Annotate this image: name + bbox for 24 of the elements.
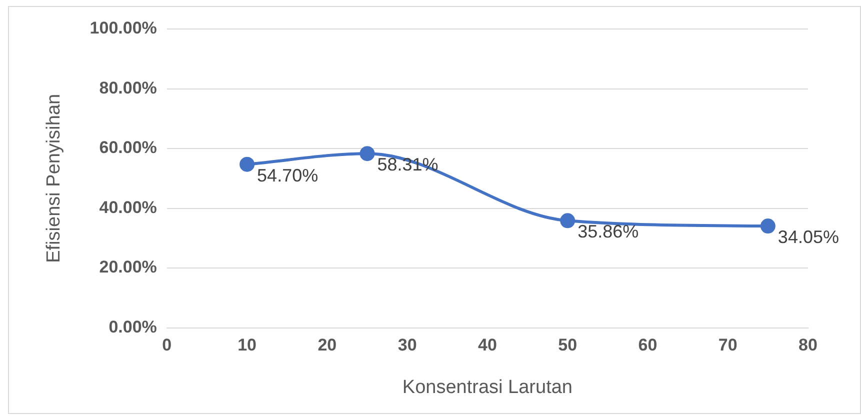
y-tick-label: 40.00% (99, 198, 157, 217)
x-tick-label: 40 (478, 336, 497, 355)
x-axis-title: Konsentrasi Larutan (402, 376, 572, 398)
y-tick-label: 60.00% (99, 138, 157, 158)
x-tick-label: 0 (162, 336, 172, 355)
y-axis-title: Efisiensi Penyisihan (44, 94, 65, 263)
data-label: 54.70% (257, 165, 318, 186)
y-tick-label: 100.00% (90, 18, 157, 38)
x-tick-label: 70 (718, 336, 738, 355)
point (360, 146, 375, 162)
x-tick-label: 10 (238, 336, 257, 355)
y-tick-label: 80.00% (99, 78, 157, 98)
y-tick-label: 0.00% (108, 317, 157, 336)
x-tick-label: 30 (398, 336, 417, 355)
x-tick-label: 20 (318, 336, 337, 355)
point (560, 213, 576, 228)
y-tick-label: 20.00% (99, 258, 157, 277)
point (760, 218, 776, 234)
x-tick-label: 50 (558, 336, 578, 355)
data-label: 34.05% (778, 227, 839, 248)
x-tick-label: 80 (798, 336, 818, 355)
point (240, 156, 255, 172)
x-tick-label: 60 (638, 336, 658, 355)
data-label: 35.86% (578, 222, 639, 242)
